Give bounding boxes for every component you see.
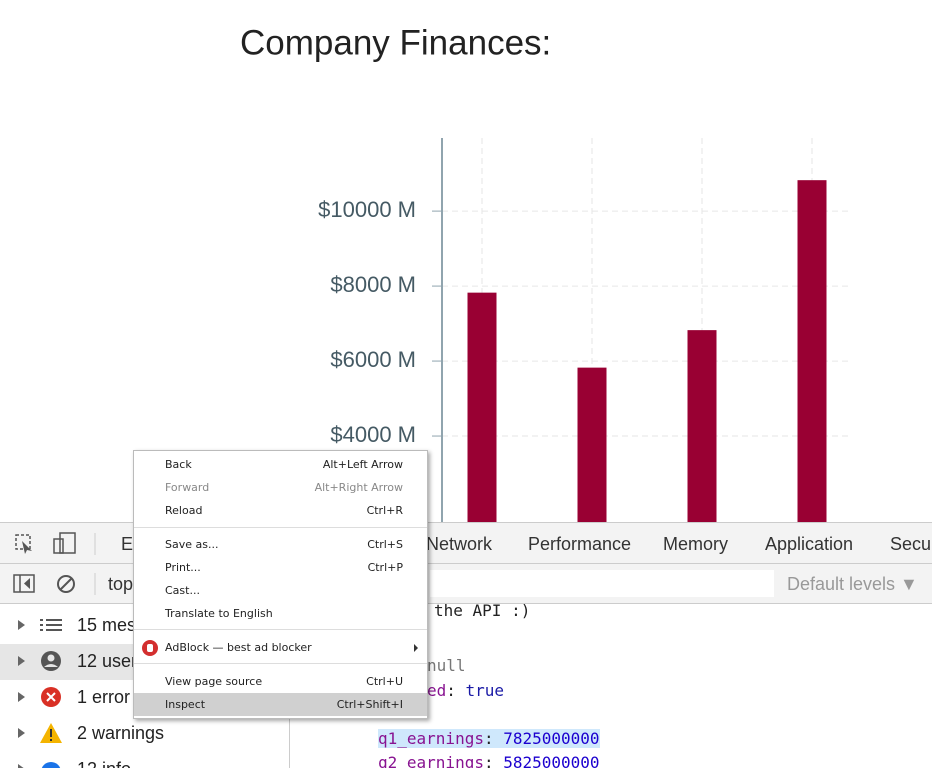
menu-shortcut: Ctrl+S — [367, 538, 403, 551]
sidebar-item[interactable]: 2 warnings — [77, 723, 165, 743]
log-levels[interactable]: Default levels ▼ — [787, 574, 918, 594]
submenu-arrow — [414, 644, 418, 652]
y-tick-label: $8000 M — [330, 272, 416, 297]
adblock-icons — [142, 640, 418, 656]
console-icons — [13, 573, 96, 595]
menu-shortcut: Ctrl+R — [366, 504, 403, 517]
devtools-tab[interactable]: Memory — [663, 534, 729, 554]
menu-shortcut: Alt+Right Arrow — [314, 481, 403, 494]
devtools-tab[interactable]: Network — [426, 534, 493, 554]
menu-shortcut: Ctrl+Shift+I — [336, 698, 403, 711]
menu-item[interactable]: View page source — [165, 675, 263, 688]
console-value: 7825000000 — [503, 729, 600, 748]
console-key: q2_earnings — [378, 753, 484, 768]
devtools-tab[interactable]: Performance — [528, 534, 632, 554]
filter-box[interactable] — [430, 570, 774, 597]
sidebar-item[interactable]: 1 error — [77, 687, 131, 707]
devtools-tab[interactable]: Security — [890, 534, 932, 554]
console-value: 5825000000 — [503, 753, 600, 768]
console-entry: ed: true — [427, 681, 504, 700]
menu-separator — [134, 527, 427, 528]
console-colon: : — [483, 753, 504, 768]
console-colon: : — [446, 681, 466, 700]
console-entry: q2_earnings: 5825000000 — [378, 753, 600, 768]
toolbar-icons — [15, 532, 96, 555]
menu-item[interactable]: Translate to English — [165, 607, 273, 620]
y-tick-label: $6000 M — [330, 347, 416, 372]
menu-separator — [134, 629, 427, 630]
menu-separator — [134, 663, 427, 664]
console-key: ed — [427, 681, 447, 700]
sidebar-item[interactable]: 12 info — [77, 759, 131, 768]
context-selector[interactable]: top — [108, 574, 134, 594]
menu-item[interactable]: Cast... — [165, 584, 200, 597]
menu-item[interactable]: Inspect — [165, 698, 206, 711]
menu-item[interactable]: AdBlock — best ad blocker — [165, 641, 312, 654]
menu-item[interactable]: Back — [165, 458, 192, 471]
y-tick-label: $10000 M — [318, 197, 416, 222]
console-value: true — [465, 681, 505, 700]
console-text: null — [427, 656, 466, 675]
console-entry: q1_earnings: 7825000000 — [378, 729, 600, 748]
y-tick-label: $4000 M — [330, 422, 416, 447]
context-menu: Back Alt+Left Arrow Forward Alt+Right Arrow… — [133, 450, 428, 719]
menu-item[interactable]: Forward — [165, 481, 210, 494]
console-key: q1_earnings — [378, 729, 484, 748]
menu-item[interactable]: Save as... — [165, 538, 219, 551]
menu-highlight — [134, 693, 427, 716]
menu-shortcut: Ctrl+U — [366, 675, 403, 688]
menu-item[interactable]: Print... — [165, 561, 201, 574]
adblock-hand — [147, 644, 153, 652]
menu-item[interactable]: Reload — [165, 504, 203, 517]
devtools-tab[interactable]: Application — [765, 534, 854, 554]
menu-shortcut: Ctrl+P — [367, 561, 403, 574]
console-colon: : — [483, 729, 504, 748]
bar — [797, 180, 827, 587]
menu-shortcut: Alt+Left Arrow — [322, 458, 403, 471]
chart-title: Company Finances: — [240, 23, 551, 62]
sidebar-icons — [18, 619, 62, 768]
console-text: the API :) — [434, 601, 531, 620]
